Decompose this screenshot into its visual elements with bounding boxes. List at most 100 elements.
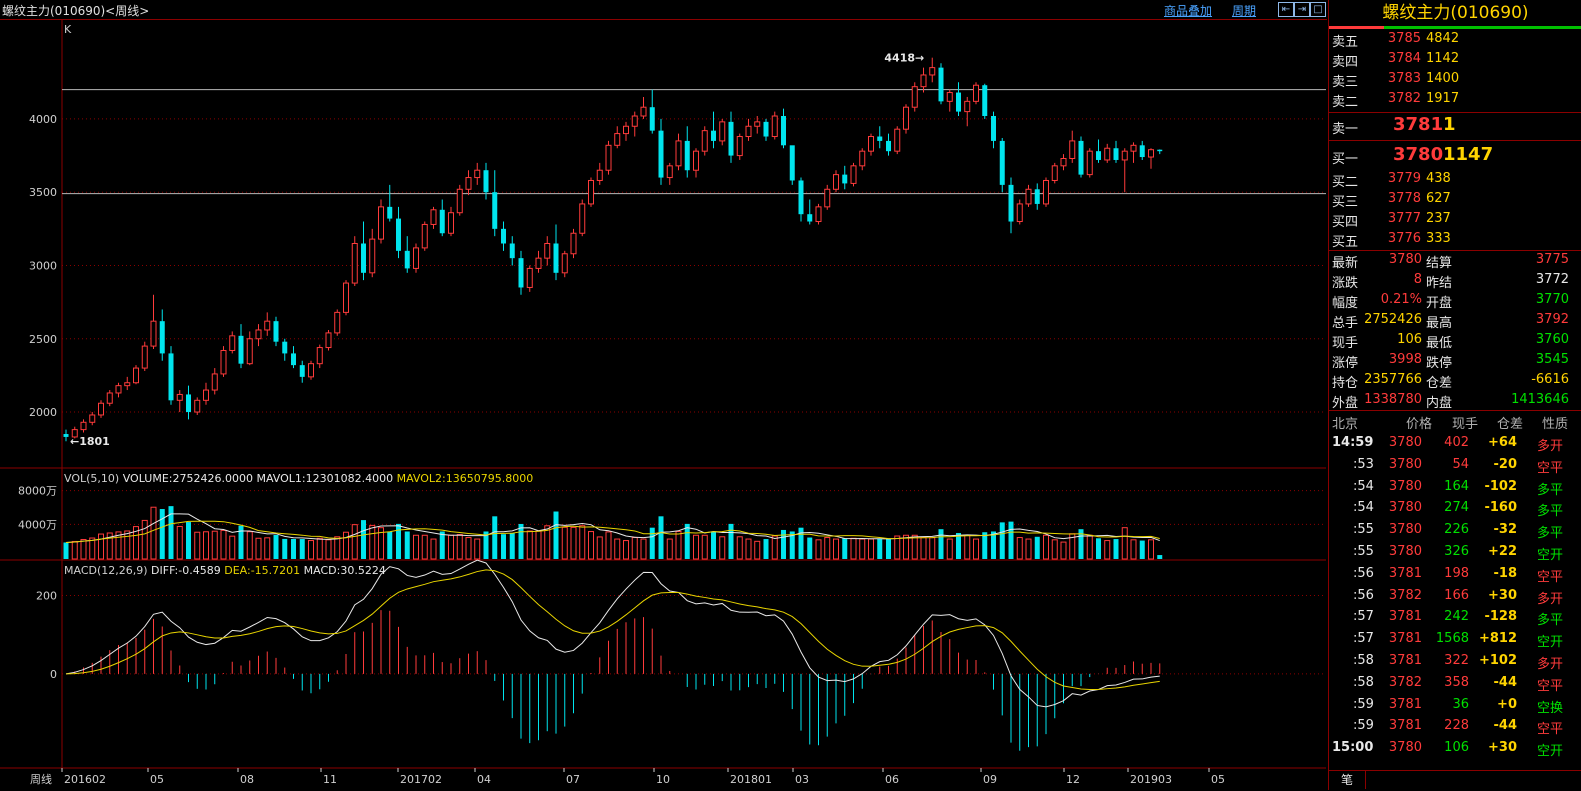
candlestick[interactable] [1086, 148, 1093, 178]
candlestick[interactable] [781, 108, 786, 149]
candlestick[interactable] [71, 426, 78, 439]
candlestick[interactable] [1034, 183, 1040, 210]
candlestick[interactable] [754, 116, 761, 134]
candlestick[interactable] [553, 224, 559, 281]
candlestick[interactable] [483, 162, 489, 200]
candlestick[interactable] [351, 236, 358, 286]
candlestick[interactable] [842, 165, 848, 190]
trade-row[interactable]: :56 3781 198 -18 空平 [1329, 566, 1581, 586]
candlestick[interactable] [1148, 148, 1154, 169]
candlestick[interactable] [886, 133, 891, 156]
candlestick[interactable] [159, 309, 165, 361]
candlestick[interactable] [789, 145, 795, 185]
candlestick[interactable] [238, 324, 244, 369]
candlestick[interactable] [80, 419, 87, 433]
candlestick[interactable] [1113, 140, 1119, 163]
candlestick[interactable] [246, 331, 253, 366]
candlestick[interactable] [1051, 162, 1058, 184]
candlestick[interactable] [465, 170, 472, 196]
trade-row[interactable]: :57 3781 1568 +812 空开 [1329, 631, 1581, 651]
trade-row[interactable]: :55 3780 226 -32 多平 [1329, 522, 1581, 542]
candlestick[interactable] [325, 329, 332, 351]
candlestick[interactable] [1139, 140, 1145, 160]
candlestick[interactable] [973, 82, 979, 105]
candlestick[interactable] [1157, 149, 1163, 155]
candlestick[interactable] [693, 148, 699, 178]
trade-row[interactable]: :58 3781 322 +102 多开 [1329, 653, 1581, 673]
tab-tick[interactable]: 笔 [1329, 771, 1366, 789]
candlestick[interactable] [150, 294, 157, 350]
candlestick[interactable] [877, 126, 883, 149]
candlestick[interactable] [956, 82, 961, 116]
candlestick[interactable] [807, 199, 813, 225]
candlestick[interactable] [124, 376, 131, 391]
candlestick[interactable] [640, 96, 647, 119]
candlestick[interactable] [115, 382, 122, 398]
ask1-row[interactable]: 卖一 3781 1 [1329, 114, 1581, 138]
candlestick[interactable] [413, 243, 419, 273]
layout-toggle-icon[interactable]: □ [1310, 2, 1326, 17]
candlestick[interactable] [1016, 199, 1023, 225]
bid-row[interactable]: 买三 3778 627 [1329, 191, 1581, 211]
candlestick[interactable] [203, 382, 209, 405]
candlestick[interactable] [194, 397, 201, 415]
candlestick[interactable] [316, 344, 323, 369]
candlestick[interactable] [719, 118, 726, 146]
candlestick[interactable] [282, 338, 288, 361]
candlestick[interactable] [1025, 184, 1032, 207]
candlestick[interactable] [964, 96, 971, 127]
candlestick[interactable] [308, 360, 314, 380]
candlestick[interactable] [544, 236, 551, 266]
ask-row[interactable]: 卖五 3785 4842 [1329, 31, 1581, 51]
candlestick[interactable] [1069, 130, 1076, 163]
candlestick[interactable] [649, 89, 655, 134]
candlestick[interactable] [579, 199, 586, 237]
candlestick[interactable] [894, 126, 901, 155]
candlestick[interactable] [1060, 154, 1067, 171]
candlestick[interactable] [850, 162, 857, 187]
candlestick[interactable] [526, 265, 533, 292]
candlestick[interactable] [631, 111, 638, 137]
scroll-left-icon[interactable]: ⇤ [1278, 2, 1294, 17]
trade-row[interactable]: :54 3780 164 -102 多平 [1329, 479, 1581, 499]
candlestick[interactable] [220, 346, 227, 377]
trade-row[interactable]: 14:59 3780 402 +64 多开 [1329, 435, 1581, 455]
candlestick[interactable] [535, 250, 542, 273]
candlestick[interactable] [378, 199, 384, 244]
trade-row[interactable]: :55 3780 326 +22 空开 [1329, 544, 1581, 564]
candlestick[interactable] [1121, 148, 1128, 193]
ask-row[interactable]: 卖二 3782 1917 [1329, 91, 1581, 111]
candlestick[interactable] [833, 170, 839, 193]
candlestick[interactable] [868, 133, 874, 156]
candlestick[interactable] [1096, 139, 1101, 163]
candlestick[interactable] [684, 126, 690, 178]
bid-row[interactable]: 买二 3779 438 [1329, 171, 1581, 191]
ask-row[interactable]: 卖三 3783 1400 [1329, 71, 1581, 91]
candlestick[interactable] [982, 83, 988, 119]
ask-row[interactable]: 卖四 3784 1142 [1329, 51, 1581, 71]
candlestick[interactable] [291, 346, 296, 369]
candlestick[interactable] [369, 228, 376, 278]
candlestick[interactable] [920, 67, 927, 93]
scroll-right-icon[interactable]: ⇥ [1294, 2, 1310, 17]
candlestick[interactable] [264, 312, 271, 336]
candlestick[interactable] [596, 162, 603, 185]
trade-row[interactable]: :53 3780 54 -20 空平 [1329, 457, 1581, 477]
candlestick[interactable] [229, 331, 236, 354]
trade-row[interactable]: :54 3780 274 -160 多平 [1329, 500, 1581, 520]
chart-area[interactable]: 20002500300035004000K4418→←18018000万4000… [0, 19, 1327, 790]
candlestick[interactable] [815, 203, 822, 225]
candlestick[interactable] [133, 365, 139, 385]
period-link[interactable]: 周期 [1232, 4, 1257, 18]
candlestick[interactable] [430, 206, 437, 229]
candlestick[interactable] [439, 199, 445, 237]
candlestick[interactable] [387, 184, 393, 222]
candlestick[interactable] [946, 89, 953, 112]
candlestick[interactable] [711, 111, 716, 149]
candlestick[interactable] [106, 390, 113, 407]
trade-row[interactable]: :58 3782 358 -44 空平 [1329, 675, 1581, 695]
candlestick[interactable] [824, 184, 831, 210]
trade-row[interactable]: :56 3782 166 +30 多开 [1329, 588, 1581, 608]
candlestick[interactable] [492, 170, 498, 237]
candlestick[interactable] [763, 118, 769, 141]
